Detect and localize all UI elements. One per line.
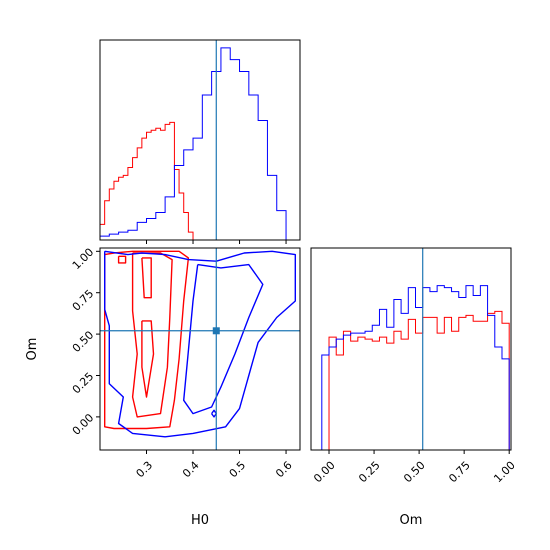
histogram-h0-panel bbox=[100, 40, 287, 240]
om-xtick-4-label: 1.00 bbox=[491, 459, 518, 486]
om-ytick-1-label: 0.25 bbox=[70, 370, 97, 397]
om-histogram-series-1 bbox=[314, 285, 510, 450]
om-ytick-0-label: 0.00 bbox=[70, 411, 97, 438]
om-xtick-2-label: 0.50 bbox=[401, 459, 428, 486]
x-axis-label-om: Om bbox=[400, 513, 423, 528]
om-xtick-1-label: 0.25 bbox=[356, 459, 383, 486]
h0-xtick-3-label: 0.6 bbox=[273, 459, 295, 481]
contour-series-1-level-0 bbox=[103, 250, 296, 438]
contour-series-0-level-0 bbox=[103, 250, 190, 430]
contour-series-1-level-2 bbox=[211, 409, 218, 418]
om-ytick-4-label: 1.00 bbox=[70, 246, 97, 273]
h0-xtick-1-label: 0.4 bbox=[180, 459, 202, 481]
om-histogram-series-0 bbox=[328, 310, 510, 450]
contour-series-0-level-3 bbox=[141, 320, 155, 398]
h0-xtick-0-label: 0.3 bbox=[134, 459, 156, 481]
om-xtick-3-label: 0.75 bbox=[446, 459, 473, 486]
histogram-om-frame bbox=[310, 247, 512, 451]
contour-series-1-level-1 bbox=[182, 263, 264, 415]
histogram-h0-frame bbox=[99, 39, 301, 241]
contour-series-0-level-2 bbox=[141, 257, 152, 299]
x-axis-label-h0: H0 bbox=[191, 513, 209, 528]
om-ytick-2-label: 0.50 bbox=[70, 328, 97, 355]
om-ytick-3-label: 0.75 bbox=[70, 287, 97, 314]
h0-histogram-series-0 bbox=[100, 121, 194, 240]
truth-marker bbox=[212, 327, 220, 335]
h0-xtick-2-label: 0.5 bbox=[227, 459, 249, 481]
contour-h0-om-panel bbox=[100, 248, 300, 450]
contour-frame bbox=[99, 247, 301, 451]
om-xtick-0-label: 0.00 bbox=[311, 459, 338, 486]
axis-ticks: 0.3 0.4 0.5 0.6 0.00 0.25 0.50 0.75 1.00 0.00 0.25… bbox=[70, 240, 518, 485]
histogram-om-panel bbox=[314, 248, 510, 450]
contour-series-0-level-4 bbox=[117, 255, 127, 264]
y-axis-label-om: Om bbox=[25, 338, 40, 361]
h0-histogram-series-1 bbox=[100, 47, 287, 240]
contour-series-0-level-1 bbox=[131, 252, 173, 418]
